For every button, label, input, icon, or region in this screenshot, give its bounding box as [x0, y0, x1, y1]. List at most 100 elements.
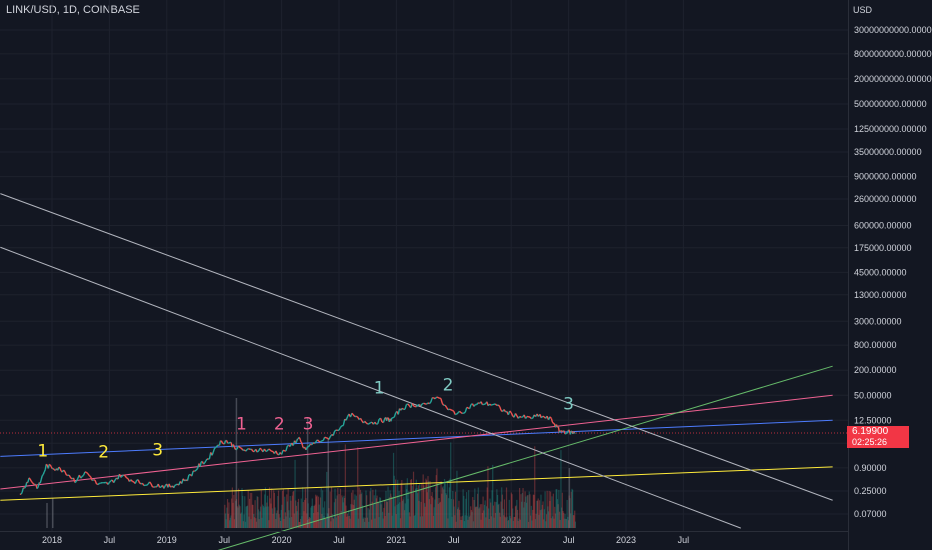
price-segment [477, 402, 480, 405]
last-price-value: 6.19900 [852, 426, 889, 437]
price-segment [23, 486, 27, 489]
price-segment [450, 409, 453, 412]
price-segment [368, 422, 372, 425]
volume-bar [230, 515, 232, 528]
volume-bar [253, 517, 256, 528]
volume-bar [518, 518, 520, 528]
volume-bar [505, 487, 508, 528]
price-segment [308, 443, 311, 447]
volume-bar [229, 520, 231, 528]
volume-bar [554, 506, 556, 528]
price-segment [434, 396, 438, 400]
volume-bar [481, 512, 484, 528]
price-segment [287, 444, 290, 447]
price-segment [342, 419, 346, 426]
volume-bar [370, 487, 372, 528]
volume-bar [258, 519, 260, 528]
volume-bar [447, 518, 449, 528]
y-tick-label: 2000000000.00000 [854, 74, 932, 84]
volume-bar [271, 488, 273, 528]
volume-bar [245, 506, 247, 528]
price-segment [199, 461, 202, 467]
volume-bar [451, 516, 453, 528]
price-segment [39, 479, 42, 484]
price-segment [332, 430, 336, 436]
volume-bar [225, 519, 227, 528]
price-segment [421, 402, 424, 405]
volume-bar [423, 503, 426, 528]
volume-bar [357, 518, 360, 528]
price-segment [30, 480, 34, 484]
volume-bar [530, 515, 532, 528]
volume-bar [329, 491, 331, 528]
trend-line [217, 365, 833, 550]
volume-bar [310, 507, 312, 528]
volume-bar [536, 500, 539, 528]
volume-bar [507, 520, 509, 528]
price-segment [517, 416, 521, 419]
price-segment [377, 418, 380, 424]
volume-bar [251, 504, 253, 528]
volume-bar [538, 514, 540, 528]
y-tick-label: 0.07000 [854, 509, 887, 519]
volume-bar [396, 504, 398, 528]
volume-bar [502, 508, 504, 528]
price-segment [182, 478, 186, 482]
volume-bar [503, 515, 505, 528]
volume-bar [543, 519, 545, 528]
volume-bar [450, 498, 453, 528]
volume-bar [406, 489, 408, 528]
volume-bar [239, 506, 241, 528]
volume-bar [439, 501, 441, 528]
volume-bar [567, 516, 569, 528]
volume-bar [560, 450, 562, 528]
volume-bar [556, 489, 558, 528]
volume-bar [367, 508, 369, 528]
volume-bar [226, 507, 228, 528]
volume-bar [251, 492, 253, 528]
price-segment [351, 412, 354, 416]
volume-bar [421, 483, 423, 528]
volume-bar [275, 519, 277, 528]
volume-bar [454, 491, 457, 528]
volume-bar [285, 516, 287, 528]
volume-bar [379, 497, 382, 528]
volume-bar [229, 517, 231, 528]
price-segment [328, 436, 332, 440]
volume-bar [562, 510, 564, 528]
volume-bar [238, 504, 240, 528]
wave-label: 1 [37, 441, 48, 461]
volume-bar [296, 511, 298, 528]
price-segment [397, 408, 401, 415]
price-segment [248, 448, 251, 451]
volume-bar [242, 521, 244, 528]
volume-bar [302, 487, 304, 528]
volume-bar [291, 495, 293, 528]
volume-bar [507, 519, 510, 528]
volume-bar [291, 517, 293, 528]
volume-bar [397, 479, 399, 528]
volume-bar [317, 496, 320, 528]
volume-bar [474, 507, 477, 528]
trend-line [0, 246, 741, 529]
volume-bar [339, 488, 342, 528]
volume-bar [322, 507, 324, 528]
price-segment [355, 415, 358, 418]
volume-bar [233, 519, 236, 528]
price-segment [44, 464, 47, 470]
x-tick-label: Jul [104, 535, 116, 545]
volume-bar [432, 497, 434, 528]
x-tick-label: Jul [448, 535, 460, 545]
volume-bar [574, 510, 576, 528]
price-segment [239, 446, 242, 449]
volume-bar [332, 517, 334, 528]
price-segment [558, 430, 562, 433]
price-segment [390, 417, 393, 422]
volume-bar [256, 496, 258, 528]
price-segment [33, 483, 36, 486]
price-segment [285, 445, 289, 452]
price-segment [45, 463, 48, 466]
volume-bar [422, 474, 424, 528]
volume-bar [364, 517, 366, 528]
